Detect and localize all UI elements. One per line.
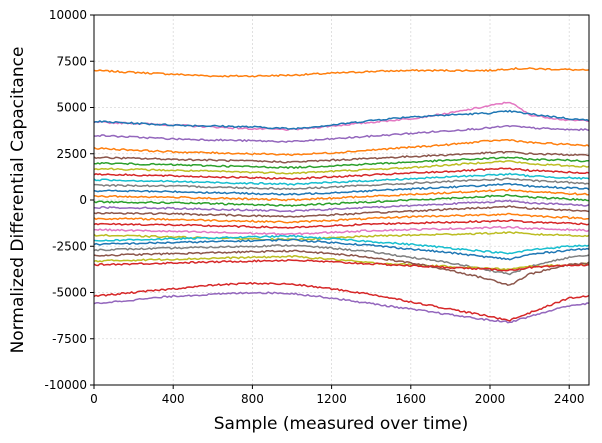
series-line-28 (93, 291, 590, 324)
series-line-7 (94, 156, 590, 170)
series-line-12 (93, 182, 590, 196)
y-tick-label: -5000 (52, 286, 87, 300)
y-tick-label: 7500 (56, 54, 87, 68)
x-tick-label: 2400 (554, 392, 585, 406)
series-line-26 (93, 259, 590, 272)
series-line-22 (93, 238, 590, 261)
series-line-27 (93, 281, 590, 322)
y-tick-label: -10000 (44, 378, 87, 392)
series-line-3 (93, 109, 590, 130)
x-axis: 0 400 800 1200 1600 2000 2400 (90, 385, 584, 406)
series-line-1 (93, 67, 590, 78)
x-tick-label: 1200 (316, 392, 347, 406)
series-line-11 (94, 177, 590, 191)
series-line-16 (93, 205, 590, 218)
series-line-17 (93, 212, 590, 224)
x-tick-label: 1600 (396, 392, 427, 406)
x-tick-label: 0 (90, 392, 98, 406)
series-line-10 (93, 172, 590, 186)
y-axis: 10000 7500 5000 2500 0 -2500 -5000 -7500 -10000 (44, 8, 94, 392)
y-tick-label: 2500 (56, 147, 87, 161)
series-line-18 (93, 219, 590, 229)
x-tick-label: 800 (241, 392, 264, 406)
y-tick-label: 5000 (56, 101, 87, 115)
series-line-21 (93, 234, 590, 255)
series-line-13 (94, 188, 590, 202)
series-line-23 (93, 244, 590, 276)
series-line-6 (93, 150, 590, 164)
series-line-9 (93, 167, 590, 181)
series-line-20 (93, 231, 590, 241)
y-tick-label: 0 (79, 193, 87, 207)
series-line-5 (93, 139, 590, 157)
y-tick-label: 10000 (49, 8, 87, 22)
x-axis-title: Sample (measured over time) (214, 414, 468, 434)
y-tick-label: -7500 (52, 332, 87, 346)
series-line-14 (93, 194, 589, 207)
series-line-15 (93, 199, 590, 213)
series-line-24 (93, 255, 589, 271)
series-line-25 (93, 249, 590, 286)
y-axis-title: Normalized Differential Capacitance (8, 47, 28, 354)
x-tick-label: 400 (162, 392, 185, 406)
series-group (93, 67, 590, 324)
series-line-19 (93, 225, 590, 236)
x-tick-label: 2000 (475, 392, 506, 406)
series-line-8 (93, 160, 590, 175)
y-tick-label: -2500 (52, 239, 87, 253)
series-line-4 (93, 124, 590, 143)
